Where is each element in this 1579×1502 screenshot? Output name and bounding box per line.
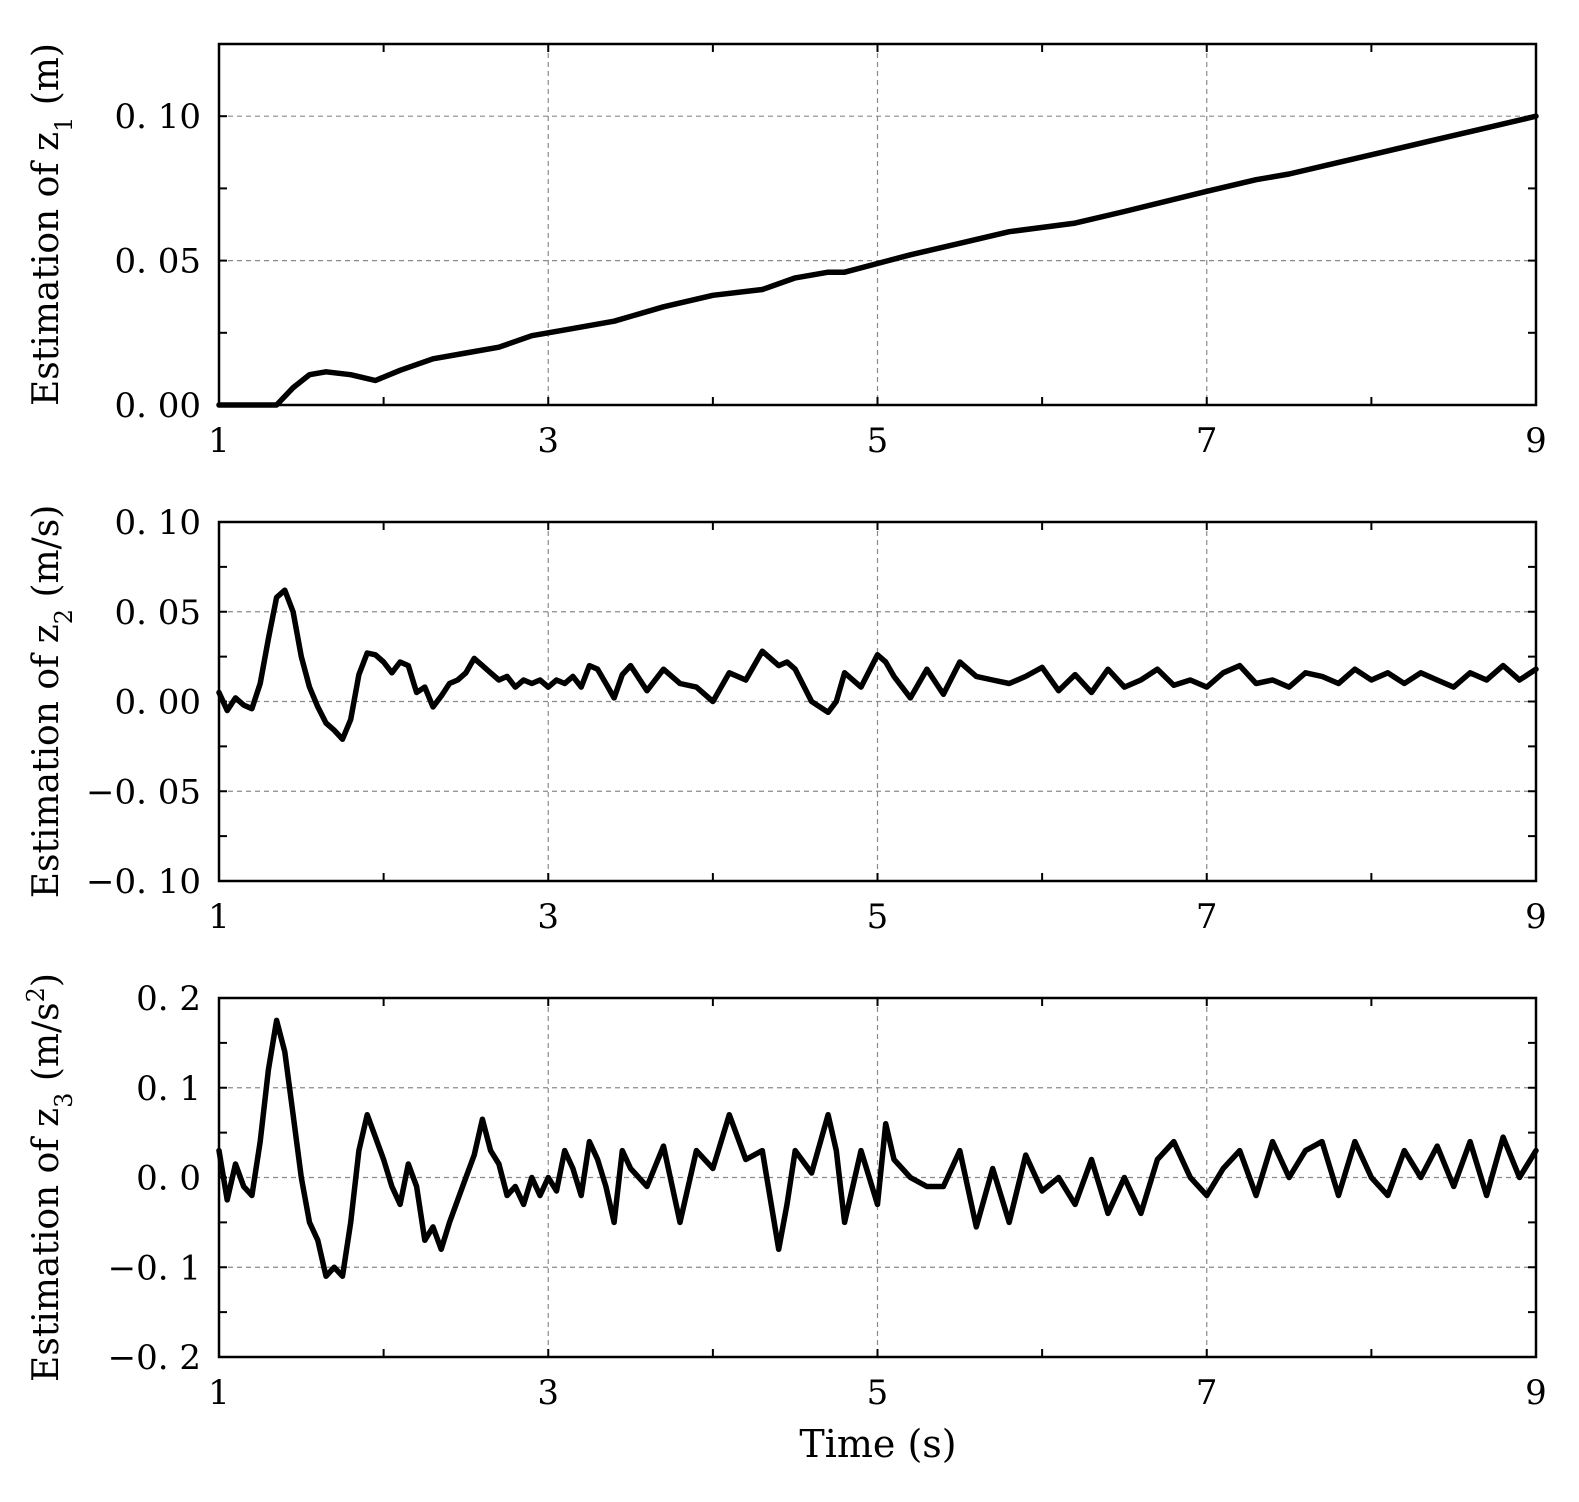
series-line-0	[216, 587, 1539, 742]
y-tick-label: 0. 00	[114, 683, 201, 723]
y-tick-label: −0. 1	[108, 1248, 201, 1288]
series-line-0	[216, 113, 1539, 408]
x-tick-label: 9	[1525, 1373, 1547, 1413]
y-tick-label: 0. 05	[114, 242, 201, 282]
x-tick-label: 7	[1196, 897, 1218, 937]
x-tick-label: 1	[208, 1373, 230, 1413]
plot-frame	[217, 520, 1538, 883]
x-tick-label: 5	[867, 421, 889, 461]
plot-frame	[217, 42, 1538, 407]
x-tick-label: 3	[537, 897, 559, 937]
y-axis-title: Estimation of z3 (m/s2)	[22, 973, 78, 1382]
y-tick-label: 0. 05	[114, 593, 201, 633]
y-tick-label: −0. 2	[108, 1338, 201, 1378]
y-tick-label: −0. 10	[86, 862, 201, 902]
panel-z1: 1 3 5 7 9 0. 00 0. 05 0. 10 Estimation of z1 (m)	[26, 42, 1547, 461]
y-tick-label: 0. 00	[114, 386, 201, 426]
y-tick-label: 0. 10	[114, 97, 201, 137]
x-tick-label: 5	[867, 1373, 889, 1413]
panel-z2: 1 3 5 7 9 −0. 10 −0. 05 0. 00 0. 05 0. 10 Estimati…	[26, 503, 1547, 937]
y-tick-label: 0. 10	[114, 503, 201, 543]
y-tick-label: 0. 2	[136, 979, 201, 1019]
y-axis-title: Estimation of z1 (m)	[26, 43, 78, 406]
panel-z3: 1 3 5 7 9 −0. 2 −0. 1 0. 0 0. 1 0. 2 Estimation of…	[22, 973, 1547, 1413]
series-line-0	[216, 1017, 1539, 1279]
x-tick-label: 5	[867, 897, 889, 937]
x-tick-label: 3	[537, 1373, 559, 1413]
y-axis-title: Estimation of z2 (m/s)	[26, 505, 78, 899]
x-tick-label: 9	[1525, 421, 1547, 461]
x-tick-label: 9	[1525, 897, 1547, 937]
x-tick-label: 1	[208, 421, 230, 461]
y-tick-label: 0. 0	[136, 1159, 201, 1199]
x-tick-label: 7	[1196, 421, 1218, 461]
plot-frame	[217, 996, 1538, 1359]
x-tick-label: 1	[208, 897, 230, 937]
x-tick-label: 3	[537, 421, 559, 461]
x-tick-label: 7	[1196, 1373, 1218, 1413]
x-axis-title: Time (s)	[799, 1422, 956, 1466]
y-tick-label: 0. 1	[136, 1069, 201, 1109]
y-tick-label: −0. 05	[86, 772, 201, 812]
